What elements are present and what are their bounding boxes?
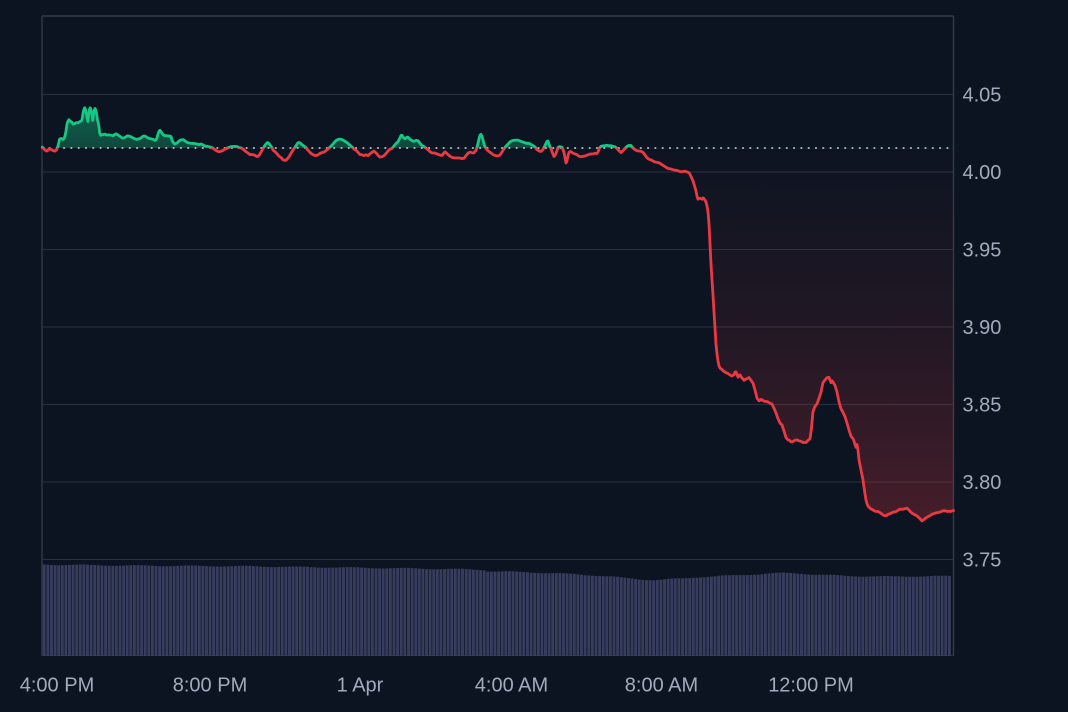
svg-text:8:00 AM: 8:00 AM	[625, 675, 698, 697]
svg-text:12:00 PM: 12:00 PM	[768, 675, 854, 697]
svg-text:4:00 AM: 4:00 AM	[475, 675, 548, 697]
svg-text:4.00: 4.00	[963, 162, 1002, 184]
svg-text:1 Apr: 1 Apr	[337, 675, 384, 697]
svg-text:3.80: 3.80	[963, 472, 1002, 494]
svg-text:3.85: 3.85	[963, 395, 1002, 417]
svg-text:3.75: 3.75	[963, 550, 1002, 572]
svg-text:4.05: 4.05	[963, 85, 1002, 107]
svg-text:4:00 PM: 4:00 PM	[20, 675, 94, 697]
svg-text:3.95: 3.95	[963, 240, 1002, 262]
svg-text:8:00 PM: 8:00 PM	[173, 675, 247, 697]
svg-text:3.90: 3.90	[963, 317, 1002, 339]
